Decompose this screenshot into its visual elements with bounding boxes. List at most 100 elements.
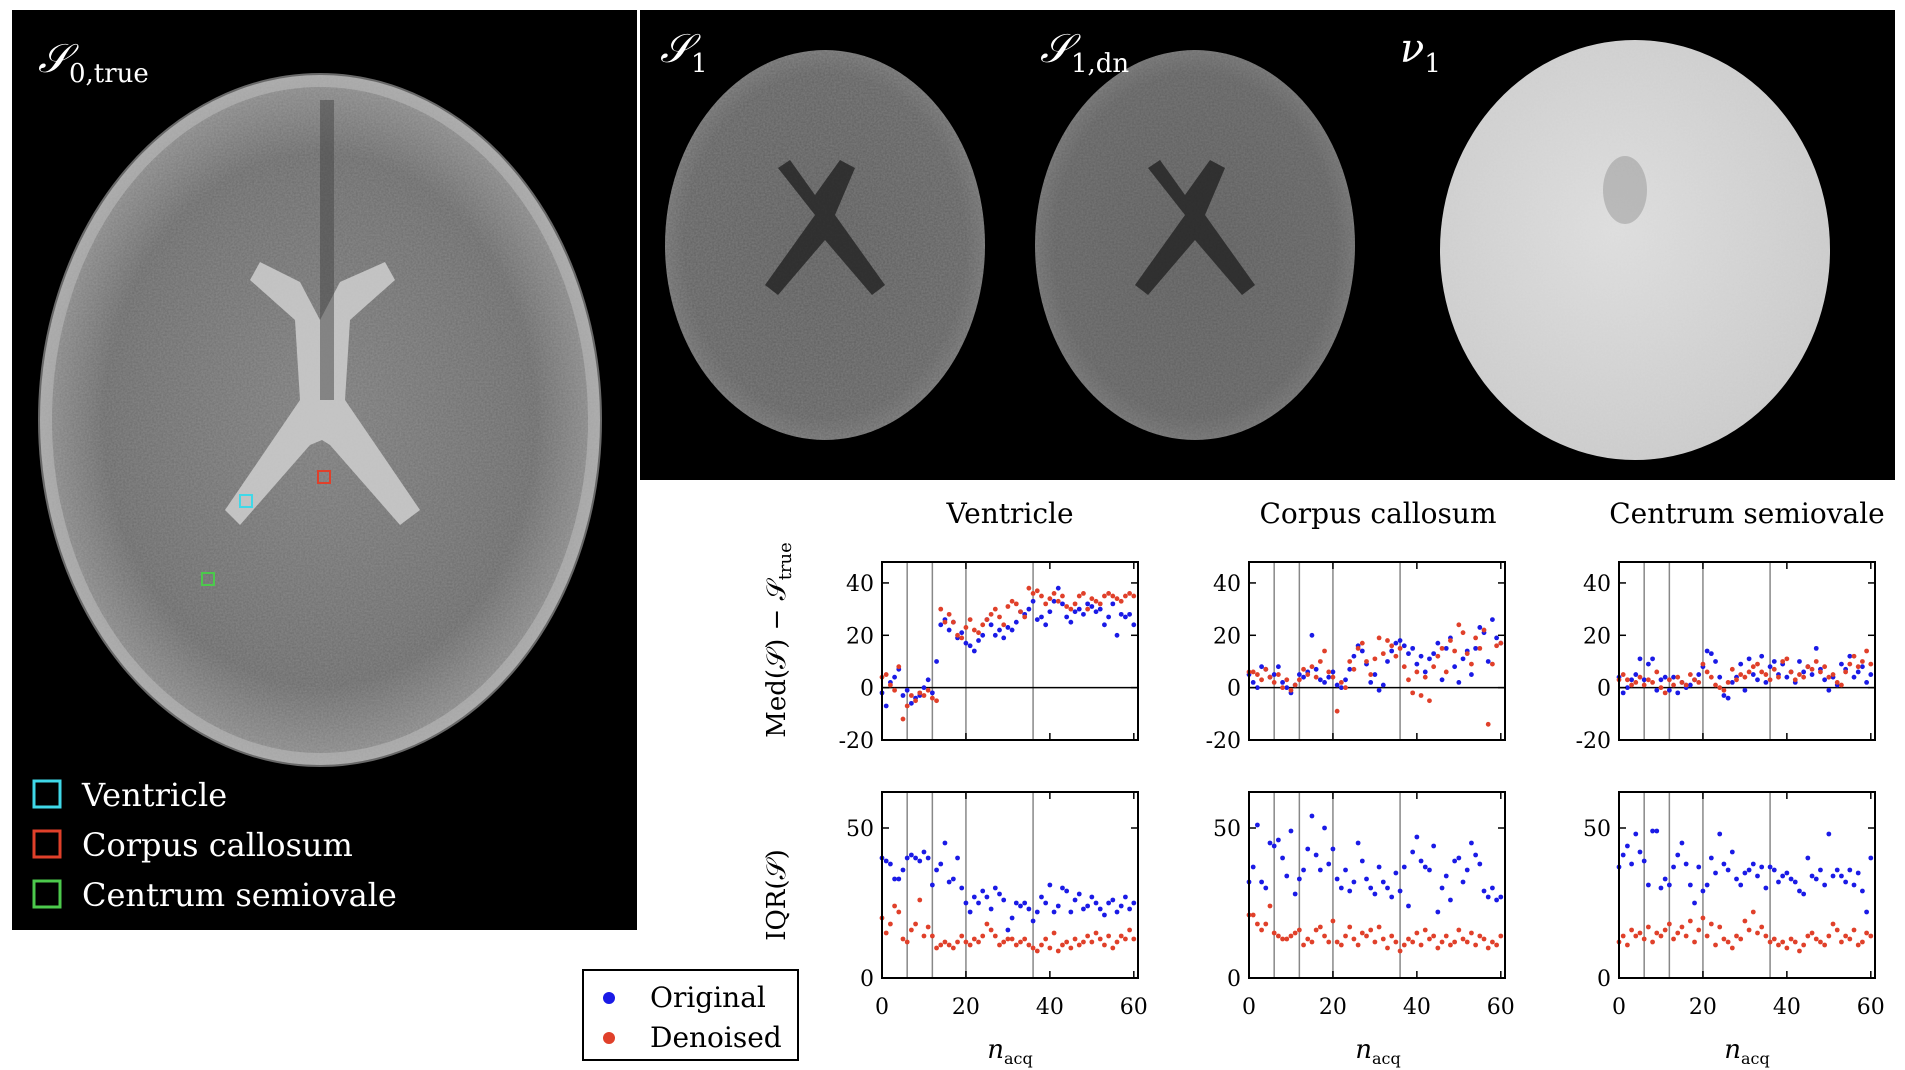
series-legend-label-denoised: Denoised [650, 1021, 782, 1054]
point-original [1763, 885, 1769, 891]
point-denoised [1018, 939, 1023, 945]
point-denoised [1662, 927, 1668, 933]
point-original [1410, 645, 1416, 651]
point-denoised [1704, 933, 1710, 939]
point-denoised [1427, 698, 1432, 704]
point-original [1380, 682, 1386, 688]
point-denoised [1376, 924, 1382, 930]
point-denoised [938, 606, 944, 612]
point-denoised [1654, 930, 1660, 936]
point-denoised [1729, 945, 1735, 951]
point-original [925, 677, 931, 683]
point-denoised [1330, 918, 1336, 924]
point-denoised [1259, 677, 1264, 683]
point-denoised [896, 909, 902, 915]
point-denoised [1830, 672, 1836, 677]
point-denoised [1005, 936, 1011, 942]
point-original [1868, 855, 1874, 861]
point-denoised [1692, 939, 1697, 945]
ytick-label: 20 [1583, 624, 1611, 649]
point-original [934, 867, 939, 873]
point-original [1624, 843, 1630, 849]
point-denoised [1717, 685, 1723, 691]
point-denoised [1414, 930, 1420, 936]
point-original [1641, 677, 1647, 683]
point-denoised [913, 698, 918, 704]
point-denoised [925, 687, 931, 693]
point-denoised [1666, 921, 1672, 927]
point-denoised [1629, 682, 1634, 688]
point-original [992, 885, 998, 891]
point-original [1666, 687, 1672, 693]
point-denoised [1072, 601, 1078, 607]
point-denoised [1860, 659, 1865, 664]
point-denoised [1288, 933, 1294, 939]
point-denoised [1809, 666, 1815, 672]
point-denoised [1771, 666, 1777, 672]
xlabel-centrum-semiovale: nacq [1724, 1035, 1770, 1068]
point-original [1106, 900, 1112, 906]
point-original [1039, 614, 1044, 620]
chart-grid: -20 0 20 40 0 50 0 20 40 60 -20 0 20 40 0 50 0 20 40 60 -20 0… [839, 561, 1885, 1020]
xtick-label: 60 [1857, 995, 1885, 1020]
point-original [908, 700, 914, 706]
point-original [1742, 687, 1748, 693]
point-denoised [1043, 936, 1049, 942]
point-denoised [1633, 933, 1639, 939]
point-original [1380, 879, 1386, 885]
point-original [1330, 846, 1336, 852]
point-denoised [1013, 942, 1019, 948]
point-denoised [1284, 936, 1290, 942]
point-denoised [1055, 948, 1061, 954]
point-denoised [1347, 659, 1353, 664]
point-original [1485, 894, 1491, 900]
point-denoised [1364, 933, 1369, 939]
point-denoised [1490, 661, 1495, 667]
point-denoised [955, 939, 960, 945]
point-denoised [1469, 661, 1474, 667]
point-denoised [1051, 591, 1057, 596]
point-denoised [1485, 721, 1491, 727]
point-original [1284, 873, 1290, 879]
point-denoised [1301, 942, 1306, 948]
point-original [1843, 879, 1849, 885]
image-panel-s1: 𝒮1 [640, 10, 1010, 480]
point-denoised [1729, 666, 1735, 672]
point-denoised [1448, 638, 1453, 643]
point-denoised [1725, 939, 1731, 945]
point-original [921, 849, 927, 855]
point-denoised [1868, 933, 1874, 939]
point-denoised [1305, 936, 1311, 942]
point-denoised [1671, 936, 1676, 942]
point-denoised [1830, 921, 1836, 927]
point-denoised [1072, 936, 1078, 942]
point-denoised [992, 933, 998, 939]
point-denoised [1271, 680, 1277, 685]
point-denoised [1271, 930, 1277, 936]
point-original [1009, 627, 1015, 633]
point-denoised [1076, 593, 1082, 599]
point-original [1406, 903, 1411, 909]
point-denoised [1763, 933, 1769, 939]
point-original [1397, 888, 1403, 894]
point-original [1275, 837, 1281, 843]
point-denoised [1401, 942, 1407, 948]
point-original [1498, 894, 1504, 900]
point-original [1018, 903, 1023, 909]
point-original [1771, 659, 1777, 664]
point-original [913, 855, 918, 861]
point-denoised [1742, 674, 1748, 680]
point-original [1834, 867, 1840, 873]
svg-text:IQR(𝒮): IQR(𝒮) [762, 849, 792, 941]
point-denoised [1675, 674, 1681, 680]
point-original [1343, 867, 1348, 873]
point-original [883, 703, 889, 709]
xtick-label: 20 [1689, 995, 1717, 1020]
series-legend-marker-denoised [603, 1032, 615, 1044]
point-denoised [1851, 653, 1857, 659]
point-denoised [1275, 933, 1281, 939]
point-original [1738, 882, 1744, 888]
point-denoised [1313, 674, 1319, 680]
point-denoised [1131, 936, 1137, 942]
